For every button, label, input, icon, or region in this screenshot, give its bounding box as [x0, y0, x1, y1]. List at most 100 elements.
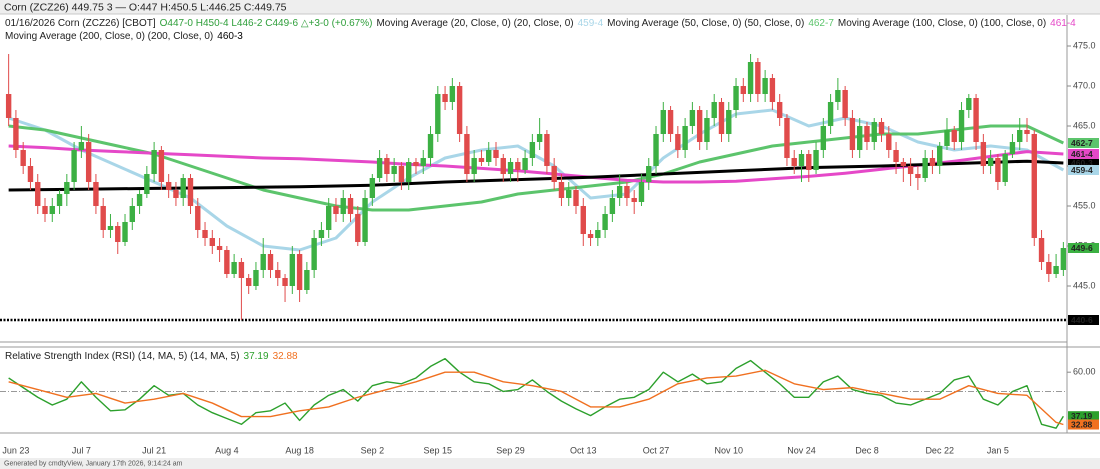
candle-body — [413, 162, 419, 166]
candle-body — [202, 230, 208, 238]
candle-body — [435, 94, 441, 134]
candle-body — [325, 206, 332, 230]
candle-body — [638, 182, 645, 202]
candle-body — [216, 246, 223, 250]
price-badge — [1068, 149, 1099, 159]
candle-body — [369, 178, 376, 198]
candle-body — [442, 94, 448, 102]
candle-body — [318, 230, 325, 238]
candle-body — [100, 206, 106, 230]
x-tick-label: Oct 27 — [643, 445, 670, 455]
candle-body — [471, 158, 477, 174]
candle-body — [1046, 262, 1052, 274]
candle-body — [275, 270, 281, 278]
candle-body — [49, 206, 55, 214]
price-badge-label: 460-3 — [1071, 158, 1093, 168]
candle-body — [762, 78, 768, 94]
x-tick-label: Dec 22 — [925, 445, 954, 455]
x-tick-label: Jul 21 — [142, 445, 166, 455]
candle-body — [165, 182, 172, 190]
candle-body — [427, 134, 434, 158]
x-tick-label: Aug 4 — [215, 445, 239, 455]
candle-body — [398, 166, 405, 182]
candle-body — [151, 150, 157, 174]
candle-body — [922, 158, 928, 178]
candle-body — [420, 158, 426, 166]
x-tick-label: Jul 7 — [72, 445, 91, 455]
candle-body — [129, 206, 135, 222]
price-badge — [1068, 243, 1099, 253]
candle-body — [813, 150, 819, 170]
y-tick-label: 475.0 — [1073, 40, 1096, 50]
price-badge — [1068, 315, 1099, 325]
footer-bar — [0, 458, 1100, 469]
candle-body — [660, 110, 666, 134]
candle-body — [711, 102, 717, 118]
candle-body — [515, 162, 521, 170]
rsi-line — [8, 357, 1064, 429]
candle-body — [35, 182, 41, 206]
candle-body — [587, 234, 594, 238]
candle-body — [56, 194, 63, 206]
candle-body — [122, 222, 128, 242]
candle-body — [856, 126, 863, 150]
candle-body — [464, 134, 470, 174]
candle-body — [980, 142, 987, 166]
candle-body — [1002, 154, 1008, 182]
candle-body — [71, 150, 77, 182]
candle-body — [675, 134, 681, 150]
y-tick-label: 455.0 — [1073, 200, 1096, 210]
x-tick-label: Jan 5 — [987, 445, 1009, 455]
candle-body — [478, 158, 485, 162]
x-tick-label: Sep 15 — [424, 445, 453, 455]
candle-body — [158, 150, 165, 182]
candle-body — [493, 150, 499, 158]
candle-body — [907, 166, 914, 174]
x-tick-label: Aug 18 — [285, 445, 314, 455]
candle-body — [631, 198, 637, 202]
candle-body — [915, 174, 921, 178]
candle-body — [267, 254, 274, 270]
candle-body — [726, 110, 732, 134]
x-tick-label: Nov 10 — [714, 445, 743, 455]
legend-value: 37.19 — [244, 351, 269, 362]
candle-body — [937, 146, 943, 166]
x-tick-label: Oct 13 — [570, 445, 597, 455]
legend-entry: Relative Strength Index (RSI) (14, MA, 5… — [5, 351, 240, 362]
candle-body — [798, 154, 805, 166]
candle-body — [1060, 248, 1067, 270]
candle-body — [406, 162, 412, 182]
x-tick-label: Nov 24 — [787, 445, 816, 455]
legend-entry: Moving Average (100, Close, 0) (100, Clo… — [838, 18, 1046, 29]
price-badge-label: 440-6 — [1071, 315, 1093, 325]
footer-text: Generated by cmdtyView, January 17th 202… — [4, 460, 183, 467]
candle-body — [195, 206, 201, 230]
candle-body — [384, 158, 390, 174]
candle-body — [296, 254, 303, 290]
candle-body — [769, 78, 776, 102]
candle-body — [551, 166, 557, 182]
candle-body — [85, 142, 92, 182]
header-title: Corn (ZCZ26) 449.75 3 — O:447 H:450.5 L:… — [4, 1, 287, 13]
candle-body — [1031, 134, 1037, 238]
candle-body — [522, 158, 528, 170]
candle-body — [689, 110, 696, 126]
candle-body — [667, 110, 674, 134]
candle-body — [245, 278, 252, 286]
legend-value: 460-3 — [217, 31, 243, 42]
legend-main: 01/16/2026 Corn (ZCZ26) [CBOT] O447-0 H45… — [5, 18, 1076, 29]
price-badge-label: 461-4 — [1071, 149, 1093, 159]
candle-body — [1053, 266, 1059, 274]
candle-body — [835, 90, 841, 102]
candle-body — [595, 230, 601, 238]
candle-body — [609, 198, 616, 214]
legend-entry: Moving Average (200, Close, 0) (200, Clo… — [5, 31, 213, 42]
candle-body — [64, 182, 70, 194]
price-badge-label: 459-4 — [1071, 165, 1093, 175]
indicator-lines — [0, 108, 1067, 429]
candle-body — [253, 270, 259, 286]
rsi-line — [8, 369, 1064, 426]
candle-body — [311, 238, 317, 270]
candle-body — [260, 254, 266, 270]
